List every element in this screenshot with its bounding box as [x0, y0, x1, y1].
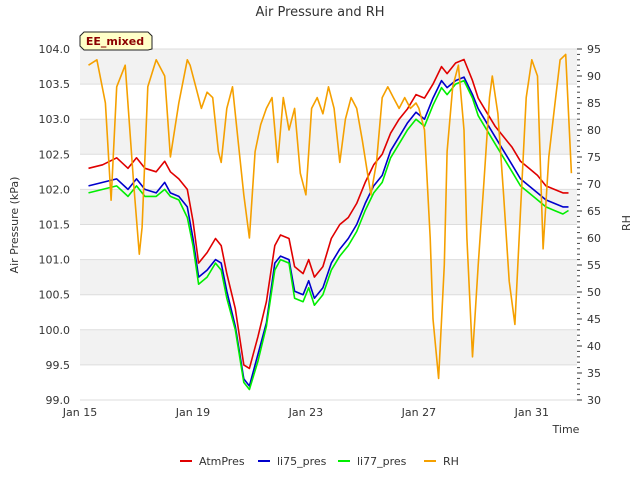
legend-label: li75_pres — [277, 455, 327, 468]
right-tick-label: 90 — [587, 70, 601, 83]
right-tick-label: 85 — [587, 97, 601, 110]
legend: AtmPres li75_pres li77_pres RH — [180, 455, 459, 468]
grid-band — [80, 364, 577, 400]
right-tick-label: 95 — [587, 43, 601, 56]
left-tick-label: 101.5 — [39, 219, 71, 232]
grid-band — [80, 224, 577, 260]
left-tick-label: 103.5 — [39, 78, 71, 91]
right-tick-label: 65 — [587, 205, 601, 218]
left-tick-label: 99.0 — [46, 394, 71, 407]
x-tick-label: Jan 23 — [288, 406, 323, 419]
left-tick-label: 102.0 — [39, 183, 71, 196]
badge-label: EE_mixed — [86, 35, 144, 48]
legend-item: RH — [424, 455, 459, 468]
x-tick-label: Jan 31 — [514, 406, 549, 419]
right-tick-label: 70 — [587, 178, 601, 191]
left-axis-ticks: 99.0 99.5 100.0 100.5 101.0 101.5 102.0 102.5 10… — [39, 43, 71, 407]
x-tick-label: Jan 27 — [401, 406, 436, 419]
left-tick-label: 100.0 — [39, 324, 71, 337]
left-tick-label: 103.0 — [39, 113, 71, 126]
grid-band — [80, 294, 577, 330]
right-tick-label: 60 — [587, 232, 601, 245]
right-tick-label: 40 — [587, 340, 601, 353]
grid-bands — [80, 48, 577, 401]
left-tick-label: 100.5 — [39, 289, 71, 302]
y-axis-left-label: Air Pressure (kPa) — [8, 177, 21, 274]
badge: EE_mixed — [79, 31, 153, 51]
series-line-rh — [88, 53, 573, 380]
right-tick-label: 35 — [587, 367, 601, 380]
legend-label: RH — [443, 455, 459, 468]
chart-title: Air Pressure and RH — [255, 5, 384, 20]
grid-band — [80, 189, 577, 225]
y-axis-right-label: RH — [620, 215, 633, 231]
right-axis-ticks: 30 35 40 45 50 55 60 65 70 75 80 85 90 95 — [577, 43, 601, 407]
grid-band — [80, 329, 577, 365]
right-tick-label: 75 — [587, 151, 601, 164]
legend-item: li75_pres — [258, 455, 327, 468]
left-tick-label: 104.0 — [39, 43, 71, 56]
right-tick-label: 45 — [587, 313, 601, 326]
x-tick-label: Jan 19 — [175, 406, 210, 419]
right-tick-label: 30 — [587, 394, 601, 407]
legend-item: AtmPres — [180, 455, 245, 468]
x-axis-label: Time — [552, 423, 580, 436]
legend-label: AtmPres — [199, 455, 245, 468]
x-tick-label: Jan 15 — [62, 406, 97, 419]
legend-item: li77_pres — [338, 455, 407, 468]
left-tick-label: 99.5 — [46, 359, 71, 372]
right-tick-label: 50 — [587, 286, 601, 299]
left-tick-label: 101.0 — [39, 254, 71, 267]
right-tick-label: 55 — [587, 259, 601, 272]
left-tick-label: 102.5 — [39, 148, 71, 161]
x-axis-ticks: Jan 15 Jan 19 Jan 23 Jan 27 Jan 31 — [62, 406, 549, 419]
legend-label: li77_pres — [357, 455, 407, 468]
right-tick-label: 80 — [587, 124, 601, 137]
grid-band — [80, 49, 577, 85]
series-lines — [88, 53, 573, 391]
